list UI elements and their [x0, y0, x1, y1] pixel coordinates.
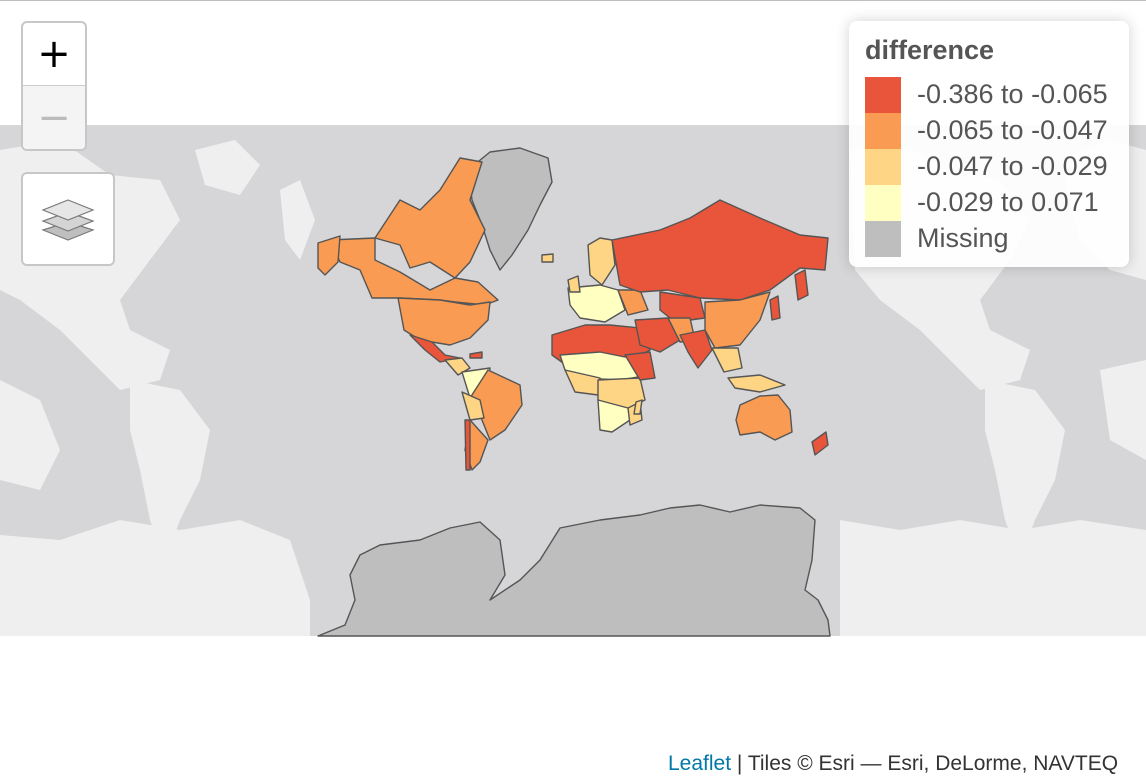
country-scandinavia[interactable] [587, 237, 616, 286]
legend-label: -0.386 to -0.065 [917, 79, 1108, 109]
legend-item: -0.386 to -0.065 [865, 77, 1121, 113]
country-madagascar[interactable] [633, 399, 643, 415]
attribution-separator: | [736, 752, 743, 775]
legend-item: -0.029 to 0.071 [865, 185, 1121, 221]
legend-swatch [865, 113, 901, 149]
country-antarctica[interactable] [317, 504, 831, 637]
layers-control-button[interactable] [21, 172, 115, 266]
country-peru[interactable] [461, 391, 485, 421]
country-australia[interactable] [735, 394, 793, 441]
country-western-europe[interactable] [567, 284, 626, 323]
legend-title: difference [865, 35, 995, 65]
country-uk[interactable] [567, 275, 581, 293]
legend-label: -0.029 to 0.071 [917, 187, 1099, 217]
layers-icon [41, 199, 95, 241]
legend-swatch [865, 221, 901, 257]
country-southeast-asia[interactable] [711, 347, 743, 373]
legend-swatch [865, 77, 901, 113]
legend-label: Missing [917, 223, 1009, 253]
country-canada-arctic[interactable] [374, 157, 486, 279]
country-chile[interactable] [464, 419, 471, 471]
legend-swatch [865, 185, 901, 221]
legend-label: -0.065 to -0.047 [917, 115, 1108, 145]
attribution: Leaflet | Tiles © Esri — Esri, DeLorme, … [660, 748, 1146, 776]
country-new-zealand[interactable] [811, 431, 829, 456]
country-china[interactable] [704, 291, 771, 349]
country-central-america[interactable] [444, 357, 471, 376]
legend-swatch [865, 149, 901, 185]
country-middle-east[interactable] [634, 317, 681, 353]
legend-item: -0.065 to -0.047 [865, 113, 1121, 149]
attribution-text: Tiles © Esri — Esri, DeLorme, NAVTEQ [747, 752, 1119, 775]
zoom-out-button[interactable]: − [23, 86, 85, 149]
country-indonesia[interactable] [727, 374, 786, 393]
zoom-control: + − [21, 21, 87, 151]
legend-label: -0.047 to -0.029 [917, 151, 1108, 181]
country-canada[interactable] [329, 237, 499, 306]
country-caribbean[interactable] [469, 351, 483, 359]
leaflet-link[interactable]: Leaflet [668, 752, 732, 775]
legend: difference -0.386 to -0.065 -0.065 to -0.… [849, 21, 1129, 267]
country-japan[interactable] [769, 295, 781, 321]
country-india[interactable] [679, 329, 713, 369]
country-usa-alaska[interactable] [317, 235, 341, 276]
country-southern-africa[interactable] [597, 399, 631, 433]
country-east-africa[interactable] [624, 351, 656, 381]
country-iceland[interactable] [541, 253, 554, 263]
country-russia-east[interactable] [794, 269, 809, 301]
top-border [0, 0, 1146, 1]
zoom-in-button[interactable]: + [23, 23, 85, 86]
legend-item: Missing [865, 221, 1121, 257]
choropleth-layer[interactable] [317, 147, 831, 637]
legend-item: -0.047 to -0.029 [865, 149, 1121, 185]
country-russia[interactable] [611, 199, 829, 301]
